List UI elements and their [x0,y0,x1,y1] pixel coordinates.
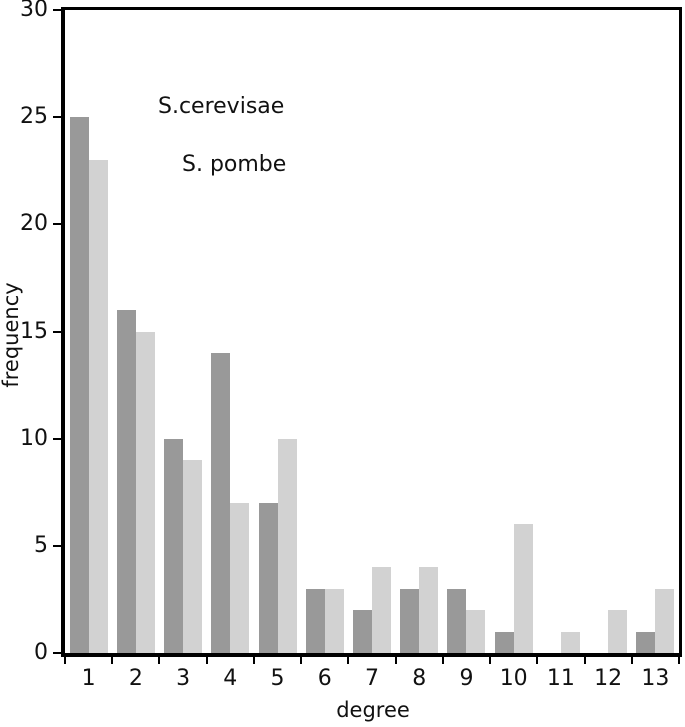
x-tick-label-degree-7: 7 [365,666,379,691]
bar-pombe-degree-12 [608,610,628,653]
x-axis-title: degree [336,698,410,722]
y-tick-mark [53,330,61,333]
x-tick-label-degree-2: 2 [128,666,143,691]
x-tick-label-degree-3: 3 [176,666,191,691]
x-tick-mark [583,657,586,664]
bar-pombe-degree-8 [419,567,439,653]
y-tick-label: 15 [20,318,48,344]
bar-cerevisae-degree-13 [636,631,656,653]
y-tick-mark [53,9,61,11]
x-tick-mark [536,657,539,664]
x-tick-label-degree-1: 1 [81,666,96,691]
y-tick-mark [53,544,61,547]
y-tick-label: 0 [34,640,48,665]
x-tick-mark [394,657,397,664]
y-tick-label: 25 [20,104,48,130]
x-tick-mark [678,657,680,664]
y-tick-label: 30 [20,0,48,22]
bar-cerevisae-degree-9 [447,588,467,653]
y-tick-label: 10 [20,425,48,451]
series-label-pombe: S. pombe [182,152,287,177]
x-tick-mark [205,657,208,664]
bar-pombe-degree-11 [560,631,580,653]
bar-cerevisae-degree-4 [211,352,231,653]
bar-cerevisae-degree-1 [69,117,89,653]
bar-pombe-degree-2 [135,331,155,653]
bar-pombe-degree-6 [324,588,344,653]
bar-cerevisae-degree-8 [400,588,420,653]
x-tick-mark [111,657,114,664]
y-tick-mark [53,116,61,119]
y-tick-label: 20 [20,211,48,237]
x-tick-label-degree-9: 9 [459,666,474,691]
x-tick-mark [441,657,444,664]
bar-pombe-degree-7 [372,567,391,653]
x-tick-mark [347,657,350,664]
bar-cerevisae-degree-7 [353,610,372,653]
x-tick-label-degree-12: 12 [594,666,623,691]
series-label-cerevisae: S.cerevisae [158,94,285,119]
x-tick-label-degree-5: 5 [270,666,285,691]
x-tick-label-degree-10: 10 [499,666,528,691]
bar-cerevisae-degree-10 [494,631,514,653]
x-tick-label-degree-13: 13 [641,666,670,691]
y-tick-mark [53,437,61,440]
bar-pombe-degree-3 [183,460,203,653]
x-tick-mark [158,657,161,664]
bar-pombe-degree-10 [513,524,533,653]
x-tick-mark [630,657,633,664]
bar-cerevisae-degree-6 [305,588,325,653]
bar-pombe-degree-4 [230,502,250,653]
y-tick-mark [53,652,61,654]
x-tick-label-degree-4: 4 [223,666,238,691]
x-tick-mark [489,657,492,664]
plot-area: S.cerevisae S. pombe [61,7,682,657]
bar-pombe-degree-13 [655,588,675,653]
y-tick-mark [53,223,61,226]
bar-pombe-degree-1 [88,160,108,653]
x-tick-label-degree-6: 6 [317,666,332,691]
x-tick-mark [252,657,255,664]
bar-cerevisae-degree-2 [116,310,136,653]
bar-pombe-degree-5 [277,438,297,653]
bar-cerevisae-degree-3 [164,438,184,653]
x-tick-mark [300,657,303,664]
x-tick-label-degree-11: 11 [546,666,575,691]
x-tick-mark [64,657,66,664]
bar-pombe-degree-9 [466,610,486,653]
x-tick-label-degree-8: 8 [412,666,427,691]
bar-cerevisae-degree-5 [258,502,278,653]
y-tick-label: 5 [34,532,48,558]
